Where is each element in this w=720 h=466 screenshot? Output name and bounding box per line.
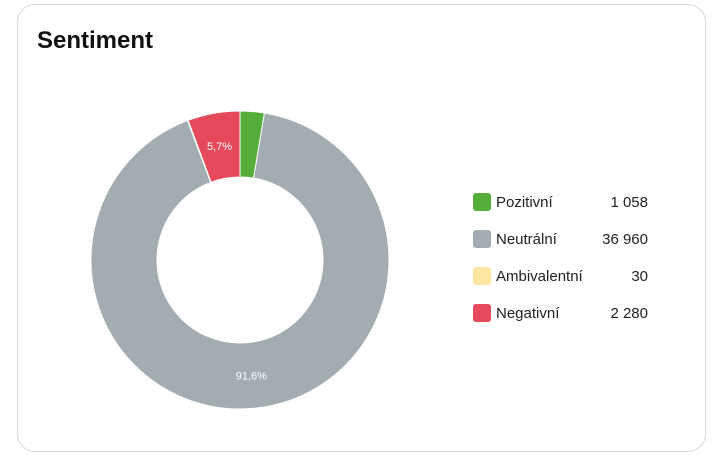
legend-swatch-positive (473, 193, 491, 211)
slice-label-neutral: 91,6% (236, 370, 267, 382)
slice-label-negative: 5,7% (207, 141, 232, 153)
legend-item-ambivalent[interactable]: Ambivalentní 30 (473, 266, 648, 286)
legend-item-positive[interactable]: Pozitivní 1 058 (473, 192, 648, 212)
legend-label: Neutrální (496, 230, 557, 248)
chart-legend: Pozitivní 1 058 Neutrální 36 960 Ambival… (473, 192, 648, 340)
legend-swatch-negative (473, 304, 491, 322)
donut-chart: 91,6% 5,7% (90, 110, 390, 410)
legend-item-neutral[interactable]: Neutrální 36 960 (473, 229, 648, 249)
card-title: Sentiment (37, 27, 154, 54)
legend-item-negative[interactable]: Negativní 2 280 (473, 303, 648, 323)
legend-value: 1 058 (610, 193, 648, 211)
legend-swatch-ambivalent (473, 267, 491, 285)
legend-value: 2 280 (610, 304, 648, 322)
legend-value: 36 960 (602, 230, 648, 248)
sentiment-card: Sentiment 91,6% 5,7% Pozitivní 1 058 Neut… (17, 4, 706, 452)
legend-swatch-neutral (473, 230, 491, 248)
legend-label: Ambivalentní (496, 267, 583, 285)
donut-slice-negative[interactable] (187, 110, 241, 183)
legend-label: Pozitivní (496, 193, 553, 211)
legend-value: 30 (631, 267, 648, 285)
donut-slice-neutral[interactable] (90, 112, 390, 410)
legend-label: Negativní (496, 304, 560, 322)
